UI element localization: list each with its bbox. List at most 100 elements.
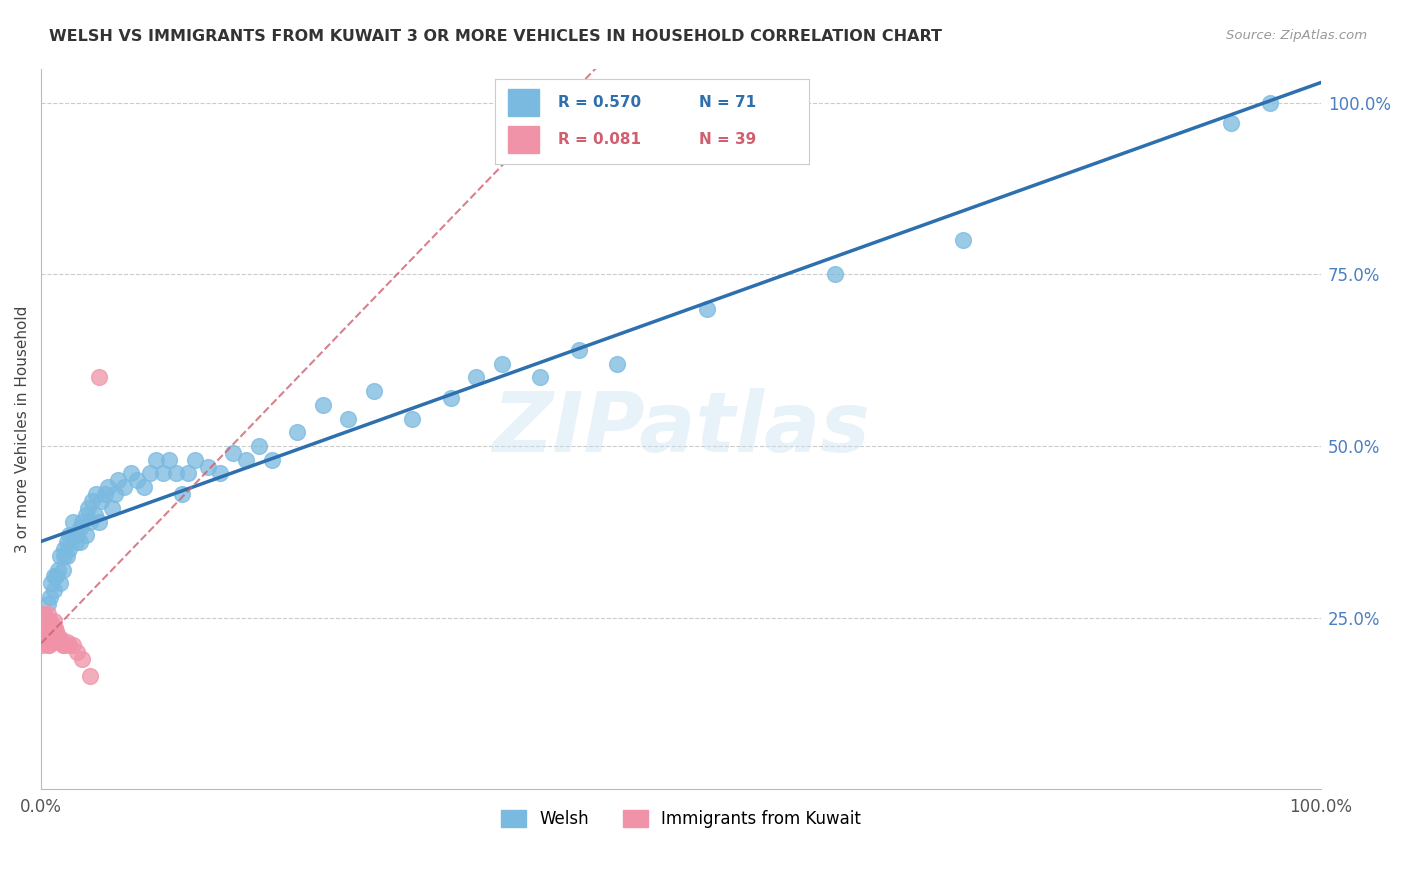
- Point: [38, 638, 60, 652]
- Point: [529, 370, 551, 384]
- Point: [41, 634, 63, 648]
- Point: [440, 391, 463, 405]
- Point: [35, 617, 58, 632]
- Point: [55, 549, 77, 563]
- Point: [42, 628, 65, 642]
- Text: WELSH VS IMMIGRANTS FROM KUWAIT 3 OR MORE VEHICLES IN HOUSEHOLD CORRELATION CHAR: WELSH VS IMMIGRANTS FROM KUWAIT 3 OR MOR…: [49, 29, 942, 45]
- Point: [127, 474, 149, 488]
- Point: [39, 590, 62, 604]
- Point: [170, 487, 193, 501]
- Point: [112, 480, 135, 494]
- Point: [62, 528, 84, 542]
- Point: [1258, 95, 1281, 110]
- Point: [48, 634, 70, 648]
- Point: [696, 301, 718, 316]
- Point: [312, 398, 335, 412]
- Point: [952, 233, 974, 247]
- Point: [35, 631, 58, 645]
- Point: [465, 370, 488, 384]
- Point: [824, 268, 846, 282]
- Point: [53, 541, 76, 556]
- Point: [62, 638, 84, 652]
- Point: [34, 617, 56, 632]
- Point: [37, 638, 59, 652]
- Point: [107, 474, 129, 488]
- Point: [87, 370, 110, 384]
- Point: [34, 628, 56, 642]
- Point: [39, 628, 62, 642]
- Point: [42, 583, 65, 598]
- Point: [52, 563, 75, 577]
- Point: [157, 452, 180, 467]
- Point: [235, 452, 257, 467]
- Point: [120, 467, 142, 481]
- Point: [97, 480, 120, 494]
- Point: [104, 487, 127, 501]
- Point: [42, 569, 65, 583]
- Point: [132, 480, 155, 494]
- Point: [37, 607, 59, 622]
- Point: [79, 515, 101, 529]
- Point: [31, 638, 53, 652]
- Point: [52, 638, 75, 652]
- Point: [75, 528, 97, 542]
- Point: [100, 500, 122, 515]
- Point: [38, 624, 60, 639]
- Point: [183, 452, 205, 467]
- Point: [568, 343, 591, 357]
- Point: [32, 624, 55, 639]
- Point: [66, 528, 89, 542]
- Point: [42, 614, 65, 628]
- Point: [152, 467, 174, 481]
- Point: [55, 535, 77, 549]
- Point: [62, 515, 84, 529]
- Point: [66, 645, 89, 659]
- Point: [55, 634, 77, 648]
- Point: [31, 614, 53, 628]
- Point: [94, 487, 117, 501]
- Point: [337, 411, 360, 425]
- Point: [37, 628, 59, 642]
- Text: Source: ZipAtlas.com: Source: ZipAtlas.com: [1226, 29, 1367, 43]
- Point: [46, 563, 69, 577]
- Point: [46, 631, 69, 645]
- Point: [34, 610, 56, 624]
- Point: [491, 357, 513, 371]
- Point: [87, 515, 110, 529]
- Point: [69, 535, 91, 549]
- Point: [1220, 116, 1243, 130]
- Point: [75, 508, 97, 522]
- Point: [70, 515, 93, 529]
- Point: [177, 467, 200, 481]
- Point: [145, 452, 167, 467]
- Point: [83, 508, 105, 522]
- Point: [58, 541, 80, 556]
- Point: [363, 384, 385, 398]
- Point: [38, 617, 60, 632]
- Point: [45, 569, 67, 583]
- Point: [53, 638, 76, 652]
- Point: [77, 500, 100, 515]
- Point: [197, 459, 219, 474]
- Point: [70, 652, 93, 666]
- Point: [41, 617, 63, 632]
- Legend: Welsh, Immigrants from Kuwait: Welsh, Immigrants from Kuwait: [495, 804, 868, 835]
- Point: [90, 494, 112, 508]
- Point: [53, 549, 76, 563]
- Point: [49, 631, 72, 645]
- Point: [37, 614, 59, 628]
- Point: [82, 494, 104, 508]
- Point: [401, 411, 423, 425]
- Point: [39, 614, 62, 628]
- Point: [45, 624, 67, 639]
- Point: [37, 597, 59, 611]
- Point: [49, 576, 72, 591]
- Point: [209, 467, 232, 481]
- Text: ZIPatlas: ZIPatlas: [492, 388, 870, 469]
- Point: [58, 528, 80, 542]
- Point: [84, 487, 107, 501]
- Point: [41, 631, 63, 645]
- Point: [65, 535, 87, 549]
- Point: [58, 638, 80, 652]
- Point: [44, 621, 66, 635]
